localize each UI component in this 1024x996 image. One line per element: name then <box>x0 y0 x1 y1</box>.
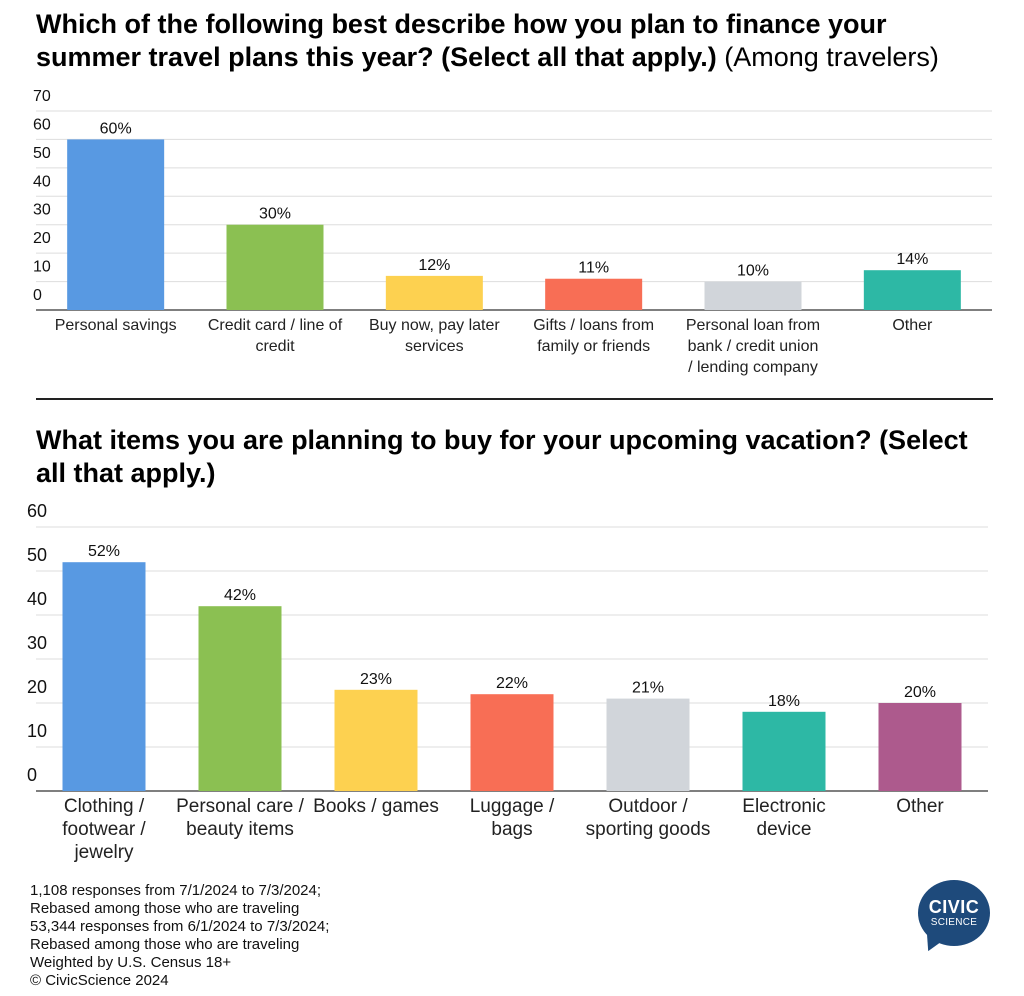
chart2-title: What items you are planning to buy for y… <box>36 424 996 490</box>
finance-bar-chart: 0 10 20 30 40 50 60 70 60% Personal savings 30% Cre… <box>33 88 992 376</box>
bar <box>334 689 418 791</box>
bar <box>67 139 165 310</box>
x-category-label-line: Credit card / line of <box>208 317 343 334</box>
data-label: 42% <box>224 587 256 604</box>
footer-line: © CivicScience 2024 <box>30 972 169 989</box>
x-category-label-line: device <box>757 819 812 840</box>
x-category-label-line: Gifts / loans from <box>533 317 654 334</box>
data-label: 22% <box>496 675 528 692</box>
x-category-label: Buy now, pay later services <box>369 317 500 355</box>
y-tick-label: 30 <box>27 633 47 653</box>
x-category-label-line: Buy now, pay later <box>369 317 500 334</box>
bar <box>470 694 554 791</box>
x-category-label-line: bank / credit union <box>688 338 819 355</box>
bar <box>198 606 282 791</box>
y-tick-label: 20 <box>27 677 47 697</box>
x-category-label-line: Books / games <box>313 796 439 817</box>
y-tick-label: 40 <box>27 589 47 609</box>
bar <box>606 698 690 791</box>
bar <box>545 278 643 310</box>
data-label: 23% <box>360 671 392 688</box>
x-category-label: Luggage / bags <box>470 796 555 840</box>
bar <box>878 703 962 791</box>
x-category-label-line: beauty items <box>186 819 294 840</box>
y-tick-label: 60 <box>33 116 51 133</box>
footer-line: Rebased among those who are traveling <box>30 900 300 917</box>
x-category-label-line: sporting goods <box>586 819 711 840</box>
bar <box>742 711 826 791</box>
y-tick-label: 30 <box>33 202 51 219</box>
x-category-label: Credit card / line of credit <box>208 317 343 355</box>
x-category-label: Clothing / footwear / jewelry <box>62 796 146 863</box>
footer-line: Weighted by U.S. Census 18+ <box>30 954 232 971</box>
x-category-label-line: Personal savings <box>55 317 177 334</box>
y-tick-label: 20 <box>33 230 51 247</box>
x-category-label-line: Clothing / <box>64 796 145 817</box>
y-tick-label: 40 <box>33 173 51 190</box>
x-category-label: Other <box>892 317 933 334</box>
x-category-label: Other <box>896 796 944 817</box>
x-category-label-line: Luggage / <box>470 796 555 817</box>
y-tick-label: 10 <box>33 259 51 276</box>
logo-bubble <box>918 880 990 946</box>
x-category-label: Books / games <box>313 796 439 817</box>
x-category-label: Gifts / loans from family or friends <box>533 317 654 355</box>
chart1-title-text: Which of the following best describe how… <box>36 9 887 72</box>
x-category-label-line: / lending company <box>688 359 818 376</box>
x-category-label: Personal loan from bank / credit union / l… <box>686 317 820 376</box>
x-category-label: Electronic device <box>742 796 825 840</box>
y-tick-label: 50 <box>27 545 47 565</box>
y-tick-label: 60 <box>27 501 47 521</box>
x-category-label-line: Other <box>896 796 944 817</box>
section-divider <box>36 398 993 400</box>
x-category-label: Outdoor / sporting goods <box>586 796 711 840</box>
bar <box>704 281 802 310</box>
chart1-subtitle: (Among travelers) <box>724 42 939 72</box>
footer-line: 1,108 responses from 7/1/2024 to 7/3/202… <box>30 882 322 899</box>
items-bar-chart: 0 10 20 30 40 50 60 52% Clothing / footwear / jewe… <box>27 501 988 863</box>
bar <box>385 275 483 310</box>
footer-notes: 1,108 responses from 7/1/2024 to 7/3/202… <box>30 882 329 990</box>
x-category-label-line: bags <box>491 819 532 840</box>
y-tick-label: 0 <box>33 287 42 304</box>
x-category-label-line: Electronic <box>742 796 825 817</box>
x-category-label-line: Other <box>892 317 933 334</box>
data-label: 60% <box>100 120 132 137</box>
y-tick-label: 70 <box>33 88 51 105</box>
x-category-label-line: Personal loan from <box>686 317 820 334</box>
bar <box>62 562 146 791</box>
data-label: 11% <box>578 260 609 277</box>
data-label: 52% <box>88 543 120 560</box>
y-tick-label: 50 <box>33 145 51 162</box>
data-label: 18% <box>768 693 800 710</box>
bar <box>226 224 324 310</box>
data-label: 14% <box>896 251 928 268</box>
data-label: 20% <box>904 684 936 701</box>
footer-line: 53,344 responses from 6/1/2024 to 7/3/20… <box>30 918 330 935</box>
y-tick-label: 0 <box>27 765 37 785</box>
logo-line2: SCIENCE <box>930 917 978 928</box>
x-category-label-line: family or friends <box>537 338 650 355</box>
x-category-label: Personal care / beauty items <box>176 796 305 840</box>
x-category-label-line: jewelry <box>73 842 134 863</box>
footer-line: Rebased among those who are traveling <box>30 936 300 953</box>
data-label: 10% <box>737 263 769 280</box>
civicscience-logo: CIVIC SCIENCE <box>918 880 994 956</box>
x-category-label-line: Outdoor / <box>608 796 688 817</box>
data-label: 21% <box>632 680 664 697</box>
x-category-label-line: services <box>405 338 464 355</box>
x-category-label-line: footwear / <box>62 819 146 840</box>
y-tick-label: 10 <box>27 721 47 741</box>
logo-line1: CIVIC <box>928 897 980 917</box>
x-category-label-line: Personal care / <box>176 796 305 817</box>
data-label: 12% <box>418 257 450 274</box>
chart1-title: Which of the following best describe how… <box>36 8 996 74</box>
bar <box>863 270 961 310</box>
x-category-label-line: credit <box>255 338 295 355</box>
data-label: 30% <box>259 206 291 223</box>
x-category-label: Personal savings <box>55 317 177 334</box>
chart2-title-text: What items you are planning to buy for y… <box>36 425 968 488</box>
